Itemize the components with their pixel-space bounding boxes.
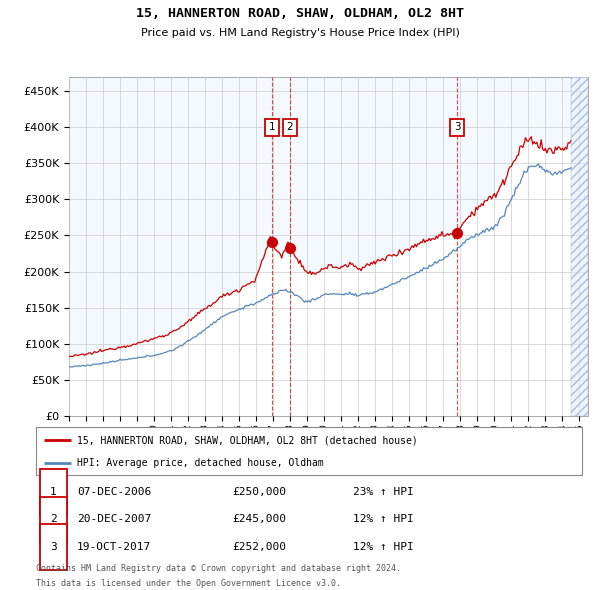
Bar <box>40 469 67 514</box>
Text: 19-OCT-2017: 19-OCT-2017 <box>77 542 151 552</box>
Text: 12% ↑ HPI: 12% ↑ HPI <box>353 514 413 525</box>
Text: £245,000: £245,000 <box>233 514 287 525</box>
Text: 20-DEC-2007: 20-DEC-2007 <box>77 514 151 525</box>
Text: This data is licensed under the Open Government Licence v3.0.: This data is licensed under the Open Gov… <box>36 579 341 588</box>
Text: 15, HANNERTON ROAD, SHAW, OLDHAM, OL2 8HT: 15, HANNERTON ROAD, SHAW, OLDHAM, OL2 8H… <box>136 7 464 20</box>
Bar <box>40 497 67 542</box>
Text: 07-DEC-2006: 07-DEC-2006 <box>77 487 151 497</box>
Text: 15, HANNERTON ROAD, SHAW, OLDHAM, OL2 8HT (detached house): 15, HANNERTON ROAD, SHAW, OLDHAM, OL2 8H… <box>77 435 418 445</box>
Text: 2: 2 <box>50 514 57 525</box>
Text: 12% ↑ HPI: 12% ↑ HPI <box>353 542 413 552</box>
Text: £252,000: £252,000 <box>233 542 287 552</box>
Text: 1: 1 <box>50 487 57 497</box>
Text: 3: 3 <box>50 542 57 552</box>
Text: 1: 1 <box>269 122 275 132</box>
Text: HPI: Average price, detached house, Oldham: HPI: Average price, detached house, Oldh… <box>77 458 324 468</box>
Text: 23% ↑ HPI: 23% ↑ HPI <box>353 487 413 497</box>
Text: Contains HM Land Registry data © Crown copyright and database right 2024.: Contains HM Land Registry data © Crown c… <box>36 564 401 573</box>
Bar <box>40 525 67 570</box>
Polygon shape <box>571 77 588 416</box>
Text: 3: 3 <box>454 122 460 132</box>
Text: £250,000: £250,000 <box>233 487 287 497</box>
Text: 2: 2 <box>286 122 293 132</box>
Text: Price paid vs. HM Land Registry's House Price Index (HPI): Price paid vs. HM Land Registry's House … <box>140 28 460 38</box>
